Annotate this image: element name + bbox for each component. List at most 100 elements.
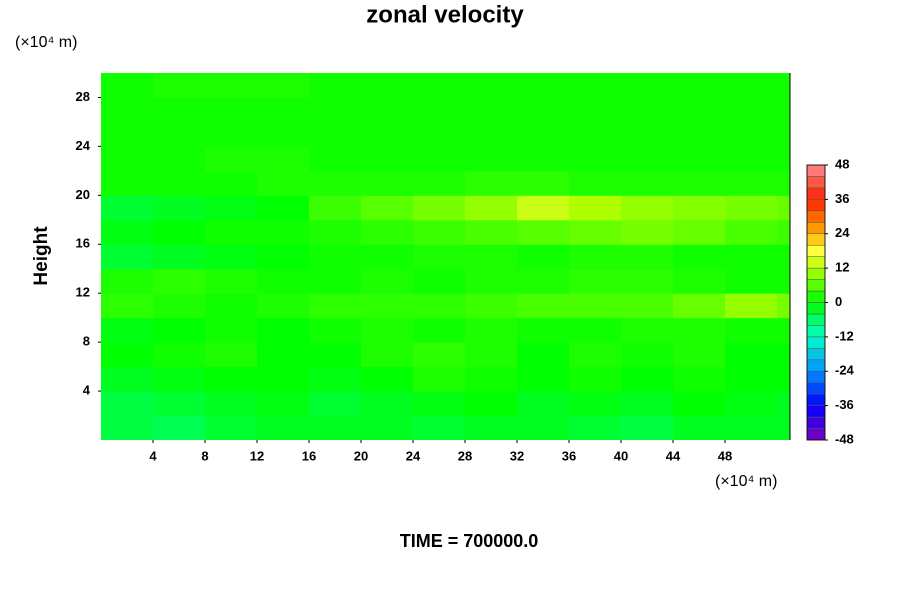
cell xyxy=(361,415,414,440)
cell xyxy=(465,121,518,147)
colorbar-band xyxy=(806,348,826,361)
cell xyxy=(673,244,726,270)
colorbar-band xyxy=(806,187,826,200)
cell xyxy=(777,366,790,392)
cell xyxy=(153,366,206,392)
cell xyxy=(413,391,466,417)
cell xyxy=(413,73,466,98)
cell xyxy=(361,244,414,270)
cell xyxy=(777,244,790,270)
cell xyxy=(101,293,154,319)
cell xyxy=(621,170,674,196)
cell xyxy=(413,342,466,368)
cell xyxy=(673,366,726,392)
cell xyxy=(569,415,622,440)
cell xyxy=(205,342,258,368)
colorbar-band xyxy=(806,267,826,280)
cell xyxy=(309,268,362,294)
cell xyxy=(517,170,570,196)
cell xyxy=(257,195,310,221)
colorbar-band xyxy=(806,393,826,406)
cell xyxy=(725,146,778,172)
cell xyxy=(673,146,726,172)
cell xyxy=(153,317,206,343)
cell xyxy=(101,146,154,172)
colorbar-band xyxy=(806,199,826,212)
cell xyxy=(621,219,674,245)
x-tick-label: 44 xyxy=(666,448,681,463)
cell xyxy=(569,293,622,319)
colorbar-tick-label: 0 xyxy=(835,294,842,309)
colorbar-tick-label: 12 xyxy=(835,260,849,275)
cell xyxy=(621,415,674,440)
cell xyxy=(621,97,674,123)
cell xyxy=(777,293,790,319)
cell xyxy=(517,121,570,147)
cell xyxy=(153,219,206,245)
cell xyxy=(517,317,570,343)
cell xyxy=(621,268,674,294)
cell xyxy=(205,219,258,245)
cell xyxy=(309,342,362,368)
cell xyxy=(621,73,674,98)
cell xyxy=(361,121,414,147)
x-tick-label: 40 xyxy=(614,448,628,463)
cell xyxy=(725,97,778,123)
colorbar-band xyxy=(806,256,826,269)
cell xyxy=(621,342,674,368)
cell xyxy=(205,170,258,196)
cell xyxy=(673,391,726,417)
cell xyxy=(465,415,518,440)
colorbar-band xyxy=(806,290,826,303)
cell xyxy=(673,342,726,368)
cell xyxy=(413,293,466,319)
cell xyxy=(309,391,362,417)
cell xyxy=(517,415,570,440)
cell xyxy=(257,317,310,343)
cell xyxy=(413,121,466,147)
cell xyxy=(517,293,570,319)
colorbar-band xyxy=(806,313,826,326)
cell xyxy=(673,97,726,123)
cell xyxy=(569,73,622,98)
cell xyxy=(569,317,622,343)
cell xyxy=(777,268,790,294)
cell xyxy=(465,146,518,172)
cell xyxy=(101,317,154,343)
cell xyxy=(777,317,790,343)
cell xyxy=(257,73,310,98)
cell xyxy=(621,391,674,417)
cell xyxy=(257,366,310,392)
cell xyxy=(413,219,466,245)
x-tick-label: 32 xyxy=(510,448,524,463)
cell xyxy=(621,366,674,392)
cell xyxy=(153,391,206,417)
colorbar-band xyxy=(806,244,826,257)
cell xyxy=(101,195,154,221)
cell xyxy=(725,170,778,196)
cell xyxy=(673,121,726,147)
cell xyxy=(725,244,778,270)
cell xyxy=(569,146,622,172)
cell xyxy=(153,146,206,172)
cell xyxy=(465,73,518,98)
cell xyxy=(569,195,622,221)
cell xyxy=(257,415,310,440)
cell xyxy=(517,342,570,368)
cell xyxy=(413,195,466,221)
colorbar-band xyxy=(806,176,826,189)
y-tick-label: 24 xyxy=(76,138,91,153)
cell xyxy=(205,73,258,98)
x-tick-label: 36 xyxy=(562,448,576,463)
cell xyxy=(257,97,310,123)
cell xyxy=(517,195,570,221)
cell xyxy=(465,219,518,245)
x-tick-label: 48 xyxy=(718,448,732,463)
cell xyxy=(361,219,414,245)
cell xyxy=(725,415,778,440)
cell xyxy=(517,73,570,98)
cell xyxy=(725,342,778,368)
cell xyxy=(101,268,154,294)
cell xyxy=(413,317,466,343)
cell xyxy=(205,146,258,172)
